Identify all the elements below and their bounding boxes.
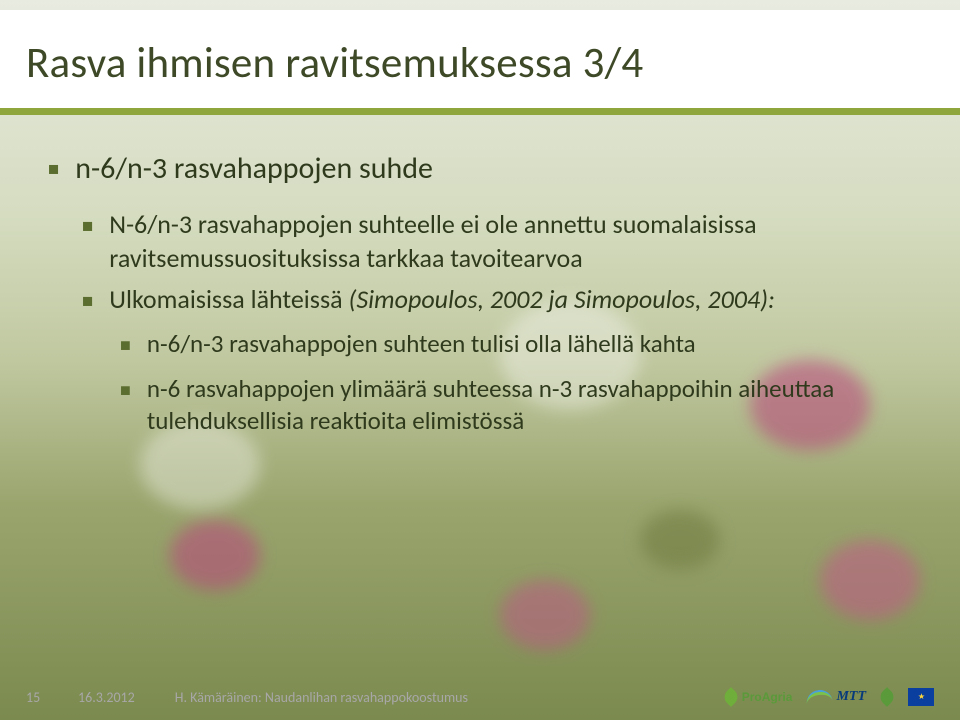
title-accent-bar [0, 108, 960, 115]
bullet-text: Ulkomaisissa lähteissä (Simopoulos, 2002… [109, 283, 775, 319]
bullet-text: n-6 rasvahappojen ylimäärä suhteessa n-3… [147, 373, 920, 437]
footer-author: H. Kämäräinen: Naudanlihan rasvahappokoo… [175, 689, 468, 706]
citation-italic: (Simopoulos, 2002 ja Simopoulos, 2004): [348, 283, 775, 315]
leaf-icon [877, 687, 897, 707]
bullet-level-1: ■ n-6/n-3 rasvahappojen suhde [48, 150, 920, 188]
square-bullet-icon: ■ [48, 150, 59, 188]
leaf-icon [721, 687, 741, 707]
slide: Rasva ihmisen ravitsemuksessa 3/4 ■ n-6/… [0, 0, 960, 720]
bullet-level-2: ■ Ulkomaisissa lähteissä (Simopoulos, 20… [82, 283, 920, 319]
bg-flower-accent [500, 580, 590, 650]
square-bullet-icon: ■ [82, 208, 93, 275]
bg-flower-accent [640, 510, 720, 570]
bullet-text: N-6/n-3 rasvahappojen suhteelle ei ole a… [109, 208, 920, 275]
footer-date: 16.3.2012 [78, 689, 135, 706]
proagria-text: ProAgria [742, 690, 793, 704]
content-area: ■ n-6/n-3 rasvahappojen suhde ■ N-6/n-3 … [48, 150, 920, 443]
slide-footer: 15 16.3.2012 H. Kämäräinen: Naudanlihan … [0, 680, 960, 714]
page-number: 15 [26, 689, 56, 706]
swish-icon [806, 690, 832, 704]
bullet-text: n-6/n-3 rasvahappojen suhde [75, 150, 433, 188]
eu-flag-icon [908, 688, 934, 706]
proagria-logo: ProAgria [724, 690, 793, 704]
bullet-level-2: ■ N-6/n-3 rasvahappojen suhteelle ei ole… [82, 208, 920, 275]
square-bullet-icon: ■ [120, 373, 131, 437]
bullet-text: n-6/n-3 rasvahappojen suhteen tulisi oll… [147, 328, 696, 362]
bullet-level-3: ■ n-6/n-3 rasvahappojen suhteen tulisi o… [120, 328, 920, 362]
slide-title: Rasva ihmisen ravitsemuksessa 3/4 [26, 36, 643, 89]
bullet-level-3: ■ n-6 rasvahappojen ylimäärä suhteessa n… [120, 373, 920, 437]
bg-flower-accent [170, 520, 260, 590]
square-bullet-icon: ■ [82, 283, 93, 319]
title-band: Rasva ihmisen ravitsemuksessa 3/4 [0, 10, 960, 115]
bullet-text-prefix: Ulkomaisissa lähteissä [109, 283, 348, 315]
mtt-logo: MTT [806, 689, 866, 705]
square-bullet-icon: ■ [120, 328, 131, 362]
footer-logos: ProAgria MTT [724, 688, 934, 706]
bg-flower-accent [820, 540, 920, 620]
mtt-text: MTT [836, 689, 866, 705]
